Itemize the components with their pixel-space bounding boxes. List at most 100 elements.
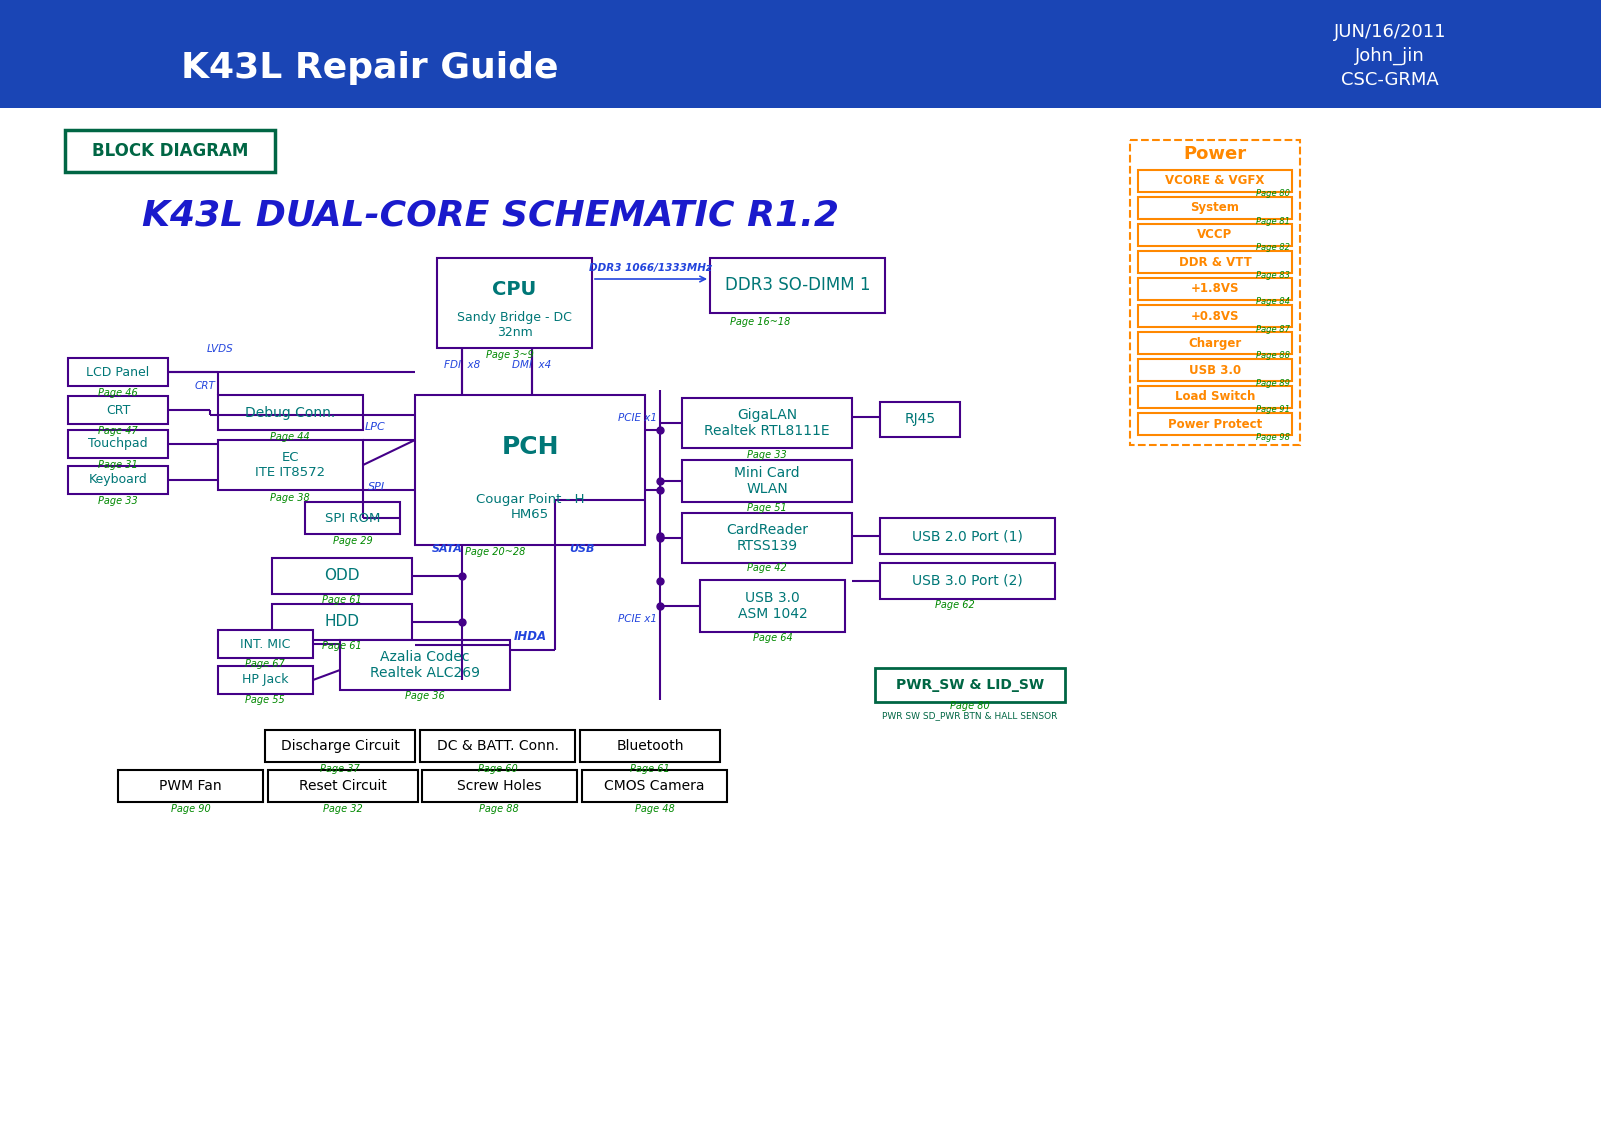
Text: Page 98: Page 98 xyxy=(1257,432,1290,441)
Text: SPI ROM: SPI ROM xyxy=(325,512,379,524)
Text: ODD: ODD xyxy=(325,568,360,583)
Text: Page 33: Page 33 xyxy=(748,451,786,460)
Text: Discharge Circuit: Discharge Circuit xyxy=(280,739,399,753)
Text: Page 48: Page 48 xyxy=(636,804,676,814)
Bar xyxy=(876,668,1065,702)
Bar xyxy=(1138,224,1292,246)
Bar xyxy=(118,770,263,801)
Text: CardReader
RTSS139: CardReader RTSS139 xyxy=(725,523,809,554)
Bar xyxy=(1138,386,1292,408)
Bar xyxy=(415,395,645,544)
Text: Page 87: Page 87 xyxy=(1257,325,1290,334)
Bar xyxy=(272,558,411,594)
Bar xyxy=(66,130,275,172)
Text: Page 44: Page 44 xyxy=(271,432,311,441)
Bar xyxy=(583,770,727,801)
Text: Page 29: Page 29 xyxy=(333,535,373,546)
Text: Page 42: Page 42 xyxy=(748,563,786,573)
Text: Page 88: Page 88 xyxy=(1257,352,1290,360)
Bar xyxy=(881,518,1055,554)
Text: LCD Panel: LCD Panel xyxy=(86,366,149,378)
Text: DC & BATT. Conn.: DC & BATT. Conn. xyxy=(437,739,559,753)
Text: USB 3.0 Port (2): USB 3.0 Port (2) xyxy=(913,574,1023,588)
Bar xyxy=(272,604,411,640)
Text: Page 84: Page 84 xyxy=(1257,298,1290,307)
Text: Azalia Codec
Realtek ALC269: Azalia Codec Realtek ALC269 xyxy=(370,650,480,680)
Text: HDD: HDD xyxy=(325,615,360,629)
Text: Page 60: Page 60 xyxy=(479,764,517,774)
Text: System: System xyxy=(1191,201,1239,214)
Text: USB: USB xyxy=(570,544,594,554)
Text: Touchpad: Touchpad xyxy=(88,437,147,451)
Text: Mini Card
WLAN: Mini Card WLAN xyxy=(735,466,800,496)
Text: Keyboard: Keyboard xyxy=(88,473,147,487)
Text: CMOS Camera: CMOS Camera xyxy=(604,779,704,794)
Text: Charger: Charger xyxy=(1188,336,1242,350)
Text: Debug Conn.: Debug Conn. xyxy=(245,405,336,420)
Bar xyxy=(1138,251,1292,273)
Bar xyxy=(682,460,852,501)
Bar xyxy=(67,396,168,424)
Bar xyxy=(218,395,363,430)
Text: VCCP: VCCP xyxy=(1198,229,1233,241)
Text: IHDA: IHDA xyxy=(514,631,546,643)
Bar xyxy=(1138,197,1292,218)
Text: Page 80: Page 80 xyxy=(949,701,989,711)
Bar xyxy=(881,402,961,437)
Text: USB 2.0 Port (1): USB 2.0 Port (1) xyxy=(913,529,1023,543)
Text: CPU: CPU xyxy=(493,280,536,299)
Text: Screw Holes: Screw Holes xyxy=(458,779,541,794)
Text: SATA: SATA xyxy=(432,544,463,554)
Text: Reset Circuit: Reset Circuit xyxy=(299,779,387,794)
Text: Page 81: Page 81 xyxy=(1257,216,1290,225)
Text: Load Switch: Load Switch xyxy=(1175,391,1255,403)
Bar xyxy=(1138,359,1292,381)
Text: PCH: PCH xyxy=(501,436,559,460)
Text: Page 64: Page 64 xyxy=(752,633,792,643)
Text: Page 90: Page 90 xyxy=(171,804,211,814)
Bar xyxy=(419,730,575,762)
Bar xyxy=(0,0,1601,108)
Text: CRT: CRT xyxy=(195,381,216,391)
Bar xyxy=(1138,170,1292,192)
Bar xyxy=(1138,305,1292,327)
Text: Page 88: Page 88 xyxy=(479,804,519,814)
Text: Page 3~9: Page 3~9 xyxy=(487,350,535,360)
Text: PWR_SW & LID_SW: PWR_SW & LID_SW xyxy=(897,678,1044,692)
Bar xyxy=(67,430,168,458)
Text: Page 62: Page 62 xyxy=(935,600,975,610)
Text: Page 46: Page 46 xyxy=(98,388,138,398)
Text: Page 80: Page 80 xyxy=(1257,189,1290,198)
Bar xyxy=(339,640,511,691)
Text: Page 16~18: Page 16~18 xyxy=(730,317,791,327)
Bar xyxy=(267,770,418,801)
Text: SPI: SPI xyxy=(368,482,384,492)
Bar xyxy=(423,770,576,801)
Text: HP Jack: HP Jack xyxy=(242,674,288,686)
Bar xyxy=(682,398,852,448)
Text: DDR3 SO-DIMM 1: DDR3 SO-DIMM 1 xyxy=(725,276,871,294)
Text: PWM Fan: PWM Fan xyxy=(158,779,223,794)
Text: DDR3 1066/1333MHz: DDR3 1066/1333MHz xyxy=(589,263,711,273)
Text: VCORE & VGFX: VCORE & VGFX xyxy=(1166,174,1265,188)
Text: Power Protect: Power Protect xyxy=(1167,418,1262,430)
Bar xyxy=(1138,278,1292,300)
Text: USB 3.0: USB 3.0 xyxy=(1190,363,1241,377)
Text: FDI  x8: FDI x8 xyxy=(443,360,480,370)
Bar xyxy=(709,258,885,314)
Bar xyxy=(1138,332,1292,354)
Text: LVDS: LVDS xyxy=(207,344,234,354)
Bar xyxy=(218,440,363,490)
Text: Cougar Point - H
HM65: Cougar Point - H HM65 xyxy=(475,494,584,522)
Text: JUN/16/2011: JUN/16/2011 xyxy=(1334,23,1446,41)
Bar xyxy=(700,580,845,632)
Bar xyxy=(1130,140,1300,445)
Text: Page 67: Page 67 xyxy=(245,659,285,669)
Text: Page 31: Page 31 xyxy=(98,460,138,470)
Text: K43L Repair Guide: K43L Repair Guide xyxy=(181,51,559,85)
Text: Page 61: Page 61 xyxy=(322,641,362,651)
Bar xyxy=(437,258,592,348)
Text: RJ45: RJ45 xyxy=(905,412,935,427)
Bar xyxy=(67,466,168,494)
Text: USB 3.0
ASM 1042: USB 3.0 ASM 1042 xyxy=(738,591,807,621)
